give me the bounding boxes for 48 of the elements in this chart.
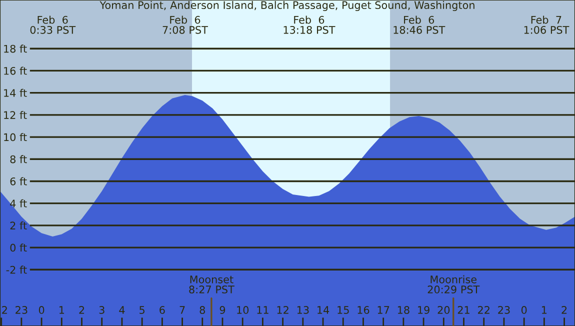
x-tick-label: 21: [458, 306, 470, 314]
y-tick-label: 0 ft: [10, 244, 27, 252]
x-tick-label: 15: [338, 306, 349, 314]
x-tick-label: 5: [140, 306, 144, 314]
x-tick-label: 17: [378, 306, 390, 314]
x-tick-label: 11: [257, 306, 268, 314]
y-tick-label: 16 ft: [4, 66, 27, 75]
annotation: Feb 7 1:06 PST: [524, 16, 570, 34]
x-tick-label: 7: [180, 306, 185, 314]
annotation: Feb 6 7:08 PST: [162, 16, 208, 34]
x-tick-label: 8: [200, 306, 205, 314]
x-tick-label: 2: [2, 306, 7, 314]
x-tick-label: 6: [160, 306, 165, 314]
x-tick-label: 20: [438, 306, 450, 314]
y-tick-label: 4 ft: [10, 199, 27, 208]
annotation: Feb 6 0:33 PST: [30, 16, 76, 34]
annotation: Moonrise 20:29 PST: [428, 275, 480, 294]
y-tick-label: 14 ft: [4, 88, 27, 97]
y-tick-label: 10 ft: [4, 133, 27, 142]
x-tick-label: 2: [79, 306, 84, 314]
x-tick-label: 1: [542, 306, 547, 314]
annotation: Feb 6 18:46 PST: [394, 16, 446, 34]
x-tick-label: 18: [398, 306, 410, 314]
x-tick-label: 1: [59, 306, 64, 314]
x-tick-label: 3: [99, 306, 104, 314]
x-tick-label: 0: [521, 306, 527, 314]
x-tick-label: 19: [418, 306, 430, 314]
x-tick-label: 9: [220, 306, 226, 314]
y-tick-label: 8 ft: [10, 155, 27, 164]
x-tick-label: 23: [16, 306, 28, 314]
y-tick-label: 6 ft: [10, 177, 27, 186]
x-tick-label: 2: [562, 306, 567, 314]
annotation: Feb 6 13:18 PST: [284, 16, 336, 34]
y-tick-label: 2 ft: [10, 221, 27, 230]
x-tick-label: 0: [38, 306, 44, 314]
y-tick-label: 18 ft: [4, 44, 27, 53]
x-tick-label: 14: [318, 306, 330, 314]
y-tick-label: -2 ft: [6, 266, 27, 274]
x-tick-label: 23: [498, 306, 510, 314]
chart-title: Yoman Point, Anderson Island, Balch Passage, Puget Sound, Washington: [100, 0, 474, 12]
x-tick-label: 16: [358, 306, 370, 314]
x-tick-label: 4: [119, 306, 125, 314]
y-tick-label: 12 ft: [4, 110, 27, 119]
x-tick-label: 12: [277, 306, 288, 314]
x-tick-label: 13: [297, 306, 309, 314]
annotation: Moonset 8:27 PST: [189, 276, 234, 294]
x-tick-label: 10: [237, 306, 249, 314]
x-tick-label: 22: [478, 306, 490, 314]
